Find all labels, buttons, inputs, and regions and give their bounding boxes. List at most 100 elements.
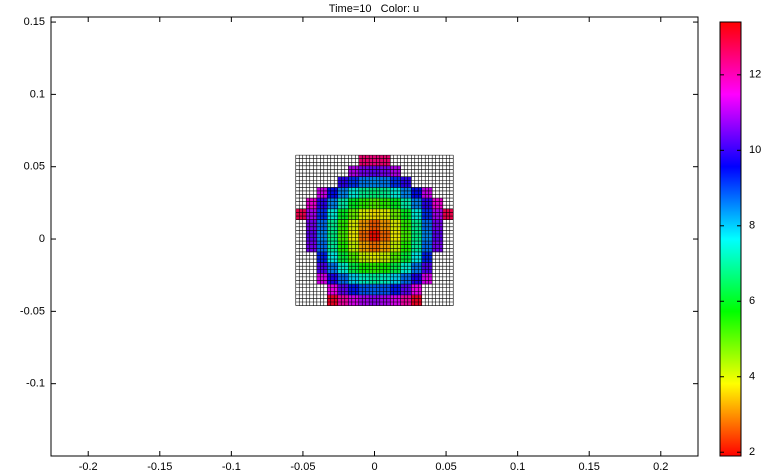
cell [337,198,349,210]
cell [400,176,412,188]
cell [358,187,370,199]
cell [421,262,433,274]
cell [348,208,360,220]
cell [411,273,423,285]
cell [316,262,328,274]
cell [358,273,370,285]
cell [411,208,423,220]
cell [306,230,318,242]
cell [369,241,381,253]
cell [421,198,433,210]
cell [379,273,391,285]
cell [316,208,328,220]
cell [432,230,444,242]
x-tick-label: 0 [371,461,377,473]
x-tick-label: 0.2 [653,461,668,473]
cell [400,208,412,220]
cell [390,230,401,242]
cell [348,219,360,231]
cell [421,251,433,263]
cell [327,208,339,220]
cell [306,219,318,231]
cell [327,262,339,274]
cell [337,273,349,285]
y-tick-label: 0 [39,233,45,245]
cell [400,198,412,210]
cell [337,208,349,220]
cell [369,155,381,167]
colorbar [719,21,742,457]
cell [358,198,370,210]
cell [306,241,318,253]
cell [306,208,318,220]
cell [379,294,391,306]
cell [411,284,423,296]
y-tick-label: -0.05 [20,305,45,317]
cell [411,187,423,199]
cell [379,230,391,242]
cell [379,251,391,263]
cell [327,273,339,285]
cell [337,284,349,296]
cell [337,262,349,274]
colorbar-tick-label: 12 [749,69,761,81]
cell [327,284,339,296]
colorbar-tick-label: 6 [749,295,755,307]
cell [337,241,349,253]
cell [358,251,370,263]
cell [327,187,339,199]
cell [379,187,391,199]
cell [348,251,360,263]
cell [432,219,444,231]
cell [390,219,401,231]
cell [411,241,423,253]
colorbar-tick-label: 4 [749,371,755,383]
cell [348,284,360,296]
colorbar-tick-label: 8 [749,220,755,232]
cell [390,294,401,306]
cell [400,262,412,274]
cell [316,198,328,210]
cell [369,273,381,285]
cell [421,273,433,285]
cell [369,219,381,231]
x-tick-label: -0.2 [79,461,98,473]
cell [316,241,328,253]
cell [316,230,328,242]
cell [390,241,401,253]
cell [358,230,370,242]
cell [348,165,360,177]
cell [316,219,328,231]
cell [337,219,349,231]
x-tick-label: -0.15 [147,461,172,473]
x-tick-label: 0.05 [435,461,456,473]
cell [379,198,391,210]
cell [337,230,349,242]
cell [369,208,381,220]
cell [411,251,423,263]
cell [337,187,349,199]
cell [400,294,412,306]
colorbar-tick-label: 10 [749,144,761,156]
cell [327,219,339,231]
cell [390,251,401,263]
cell [348,198,360,210]
cell [369,251,381,263]
cell [421,230,433,242]
cell [348,187,360,199]
cell [390,165,401,177]
cell [369,294,381,306]
cell [400,230,412,242]
cell [337,251,349,263]
cell [421,219,433,231]
cell [390,208,401,220]
cell [327,241,339,253]
cell [369,165,381,177]
cell [411,198,423,210]
cell [390,273,401,285]
cell [348,176,360,188]
cell [348,241,360,253]
cell [379,155,391,167]
cell [379,176,391,188]
